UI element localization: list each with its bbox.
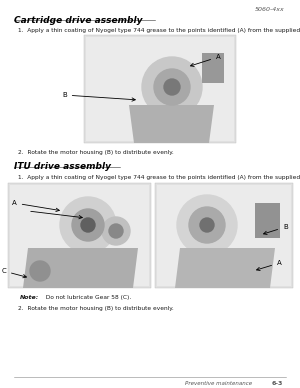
Circle shape xyxy=(60,197,116,253)
Text: 6-3: 6-3 xyxy=(272,381,283,386)
Bar xyxy=(10,185,149,286)
Circle shape xyxy=(164,79,180,95)
Circle shape xyxy=(189,207,225,243)
Circle shape xyxy=(81,218,95,232)
Circle shape xyxy=(200,218,214,232)
Text: A: A xyxy=(190,54,221,66)
Circle shape xyxy=(102,217,130,245)
Circle shape xyxy=(177,195,237,255)
Bar xyxy=(202,53,224,83)
Text: 2.  Rotate the motor housing (B) to distribute evenly.: 2. Rotate the motor housing (B) to distr… xyxy=(18,306,174,311)
Circle shape xyxy=(142,57,202,117)
Text: A: A xyxy=(12,200,59,211)
Text: Preventive maintenance: Preventive maintenance xyxy=(185,381,252,386)
Bar xyxy=(86,37,234,141)
Text: C: C xyxy=(1,268,26,278)
Text: Note:: Note: xyxy=(20,295,39,300)
Circle shape xyxy=(72,209,104,241)
Polygon shape xyxy=(23,248,138,288)
Text: B: B xyxy=(62,92,135,101)
Circle shape xyxy=(154,69,190,105)
Bar xyxy=(155,183,293,288)
Polygon shape xyxy=(175,248,275,288)
Text: 1.  Apply a thin coating of Nyogel type 744 grease to the points identified (A) : 1. Apply a thin coating of Nyogel type 7… xyxy=(18,175,300,180)
Text: B: B xyxy=(263,224,288,234)
Bar xyxy=(157,185,291,286)
Text: 2.  Rotate the motor housing (B) to distribute evenly.: 2. Rotate the motor housing (B) to distr… xyxy=(18,150,174,155)
Text: Do not lubricate Gear 58 (C).: Do not lubricate Gear 58 (C). xyxy=(42,295,131,300)
Text: 1.  Apply a thin coating of Nyogel type 744 grease to the points identified (A) : 1. Apply a thin coating of Nyogel type 7… xyxy=(18,28,300,33)
Bar xyxy=(255,203,280,238)
Bar xyxy=(84,35,236,143)
Text: ITU drive assembly: ITU drive assembly xyxy=(14,162,111,171)
Circle shape xyxy=(109,224,123,238)
Circle shape xyxy=(30,261,50,281)
Bar xyxy=(8,183,151,288)
Text: A: A xyxy=(256,260,282,270)
Text: Cartridge drive assembly: Cartridge drive assembly xyxy=(14,16,142,25)
Polygon shape xyxy=(129,105,214,143)
Text: 5060-4xx: 5060-4xx xyxy=(255,7,285,12)
